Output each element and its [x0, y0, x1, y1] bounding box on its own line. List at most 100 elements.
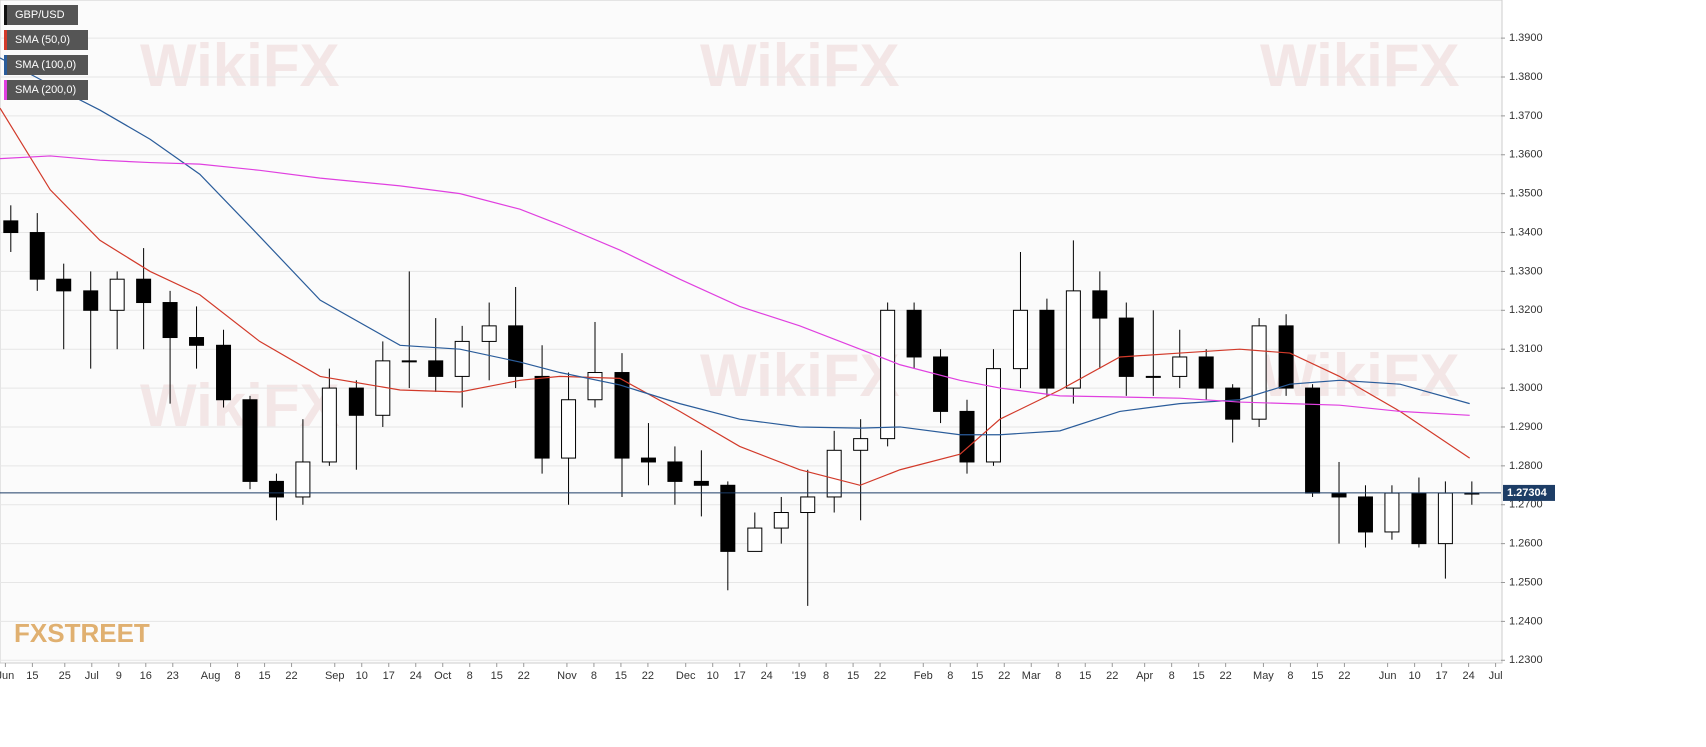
watermark: WikiFX — [700, 32, 899, 99]
x-tick-label: 15 — [26, 670, 38, 682]
x-tick-label: 17 — [383, 670, 395, 682]
x-tick-label: 24 — [410, 670, 422, 682]
x-tick-label: 10 — [1408, 670, 1420, 682]
x-tick-label: 22 — [518, 670, 530, 682]
x-tick-label: 10 — [707, 670, 719, 682]
x-tick-label: 15 — [971, 670, 983, 682]
x-tick-label: 15 — [615, 670, 627, 682]
x-tick-label: 22 — [1220, 670, 1232, 682]
candle-body — [216, 344, 232, 401]
candle-body — [985, 368, 1001, 463]
x-tick-label: 8 — [947, 670, 953, 682]
x-tick-label: 22 — [285, 670, 297, 682]
candle-body — [162, 302, 178, 339]
x-tick-label: 22 — [874, 670, 886, 682]
candle-body — [826, 449, 842, 498]
x-tick-label: '19 — [792, 670, 806, 682]
candle-body — [321, 387, 337, 463]
candle-body — [561, 399, 577, 459]
legend-swatch — [4, 30, 7, 50]
candle-body — [1437, 492, 1453, 545]
candle-body — [1331, 492, 1347, 498]
last-price-box — [1503, 484, 1555, 501]
x-tick-label: 22 — [642, 670, 654, 682]
candle-body — [1278, 325, 1294, 389]
y-tick-label: 1.3400 — [1509, 226, 1543, 238]
x-tick-label: Feb — [914, 670, 933, 682]
candle-body — [83, 290, 99, 311]
x-tick-label: Sep — [325, 670, 345, 682]
candle-body — [1118, 317, 1134, 377]
x-tick-label: 10 — [356, 670, 368, 682]
x-tick-label: 15 — [847, 670, 859, 682]
x-tick-label: Nov — [557, 670, 577, 682]
y-tick-label: 1.2600 — [1509, 538, 1543, 550]
x-tick-label: 23 — [167, 670, 179, 682]
x-tick-label: 17 — [734, 670, 746, 682]
x-tick-label: 8 — [467, 670, 473, 682]
candle-body — [508, 325, 524, 377]
sma-line — [0, 107, 1471, 486]
x-tick-label: Aug — [201, 670, 221, 682]
legend-label: SMA (100,0) — [15, 59, 76, 71]
plot-area — [0, 0, 1503, 664]
x-tick-label: 24 — [1462, 670, 1474, 682]
x-tick-label: 15 — [1311, 670, 1323, 682]
candle-body — [880, 309, 896, 440]
legend-box — [4, 30, 88, 50]
x-tick-label: 17 — [1435, 670, 1447, 682]
candle-body — [454, 340, 470, 377]
y-tick-label: 1.2900 — [1509, 421, 1543, 433]
y-tick-label: 1.2400 — [1509, 615, 1543, 627]
x-tick-label: Apr — [1136, 670, 1153, 682]
y-tick-label: 1.2500 — [1509, 576, 1543, 588]
candle-body — [1172, 356, 1188, 377]
x-tick-label: 15 — [491, 670, 503, 682]
legend-label: GBP/USD — [15, 9, 65, 21]
legend-box — [4, 55, 88, 75]
x-tick-label: 8 — [823, 670, 829, 682]
y-tick-label: 1.3500 — [1509, 188, 1543, 200]
candle-body — [1065, 290, 1081, 389]
x-tick-label: 22 — [1338, 670, 1350, 682]
watermark: WikiFX — [700, 342, 899, 409]
watermark: WikiFX — [1260, 32, 1459, 99]
x-tick-label: 8 — [591, 670, 597, 682]
candle-body — [295, 461, 311, 498]
candle-body — [587, 372, 603, 401]
x-tick-label: Jul — [1489, 670, 1503, 682]
candle-body — [1225, 387, 1241, 420]
candle-body — [1092, 290, 1108, 319]
candle-body — [1039, 309, 1055, 389]
candle-body — [481, 325, 497, 342]
x-tick-label: 8 — [1169, 670, 1175, 682]
candle-body — [242, 399, 258, 482]
candle-body — [401, 360, 417, 363]
candle-body — [747, 527, 763, 552]
watermark: WikiFX — [140, 372, 339, 439]
y-tick-label: 1.2300 — [1509, 654, 1543, 666]
x-tick-label: 8 — [235, 670, 241, 682]
x-tick-label: 22 — [1106, 670, 1118, 682]
candle-body — [428, 360, 444, 377]
candle-body — [1198, 356, 1214, 389]
legend-label: SMA (50,0) — [15, 34, 70, 46]
candle-body — [534, 375, 550, 459]
candle-body — [29, 232, 45, 280]
y-tick-label: 1.3600 — [1509, 149, 1543, 161]
x-tick-label: 15 — [1193, 670, 1205, 682]
y-tick-label: 1.3200 — [1509, 304, 1543, 316]
y-tick-label: 1.2800 — [1509, 460, 1543, 472]
candle-body — [1411, 492, 1427, 545]
candle-body — [693, 480, 709, 486]
candle-body — [800, 496, 816, 514]
candle-body — [3, 220, 19, 234]
y-tick-label: 1.2700 — [1509, 499, 1543, 511]
candle-body — [1251, 325, 1267, 420]
candle-body — [959, 410, 975, 463]
candle-body — [136, 278, 152, 304]
x-tick-label: 9 — [116, 670, 122, 682]
legend-swatch — [4, 5, 7, 25]
